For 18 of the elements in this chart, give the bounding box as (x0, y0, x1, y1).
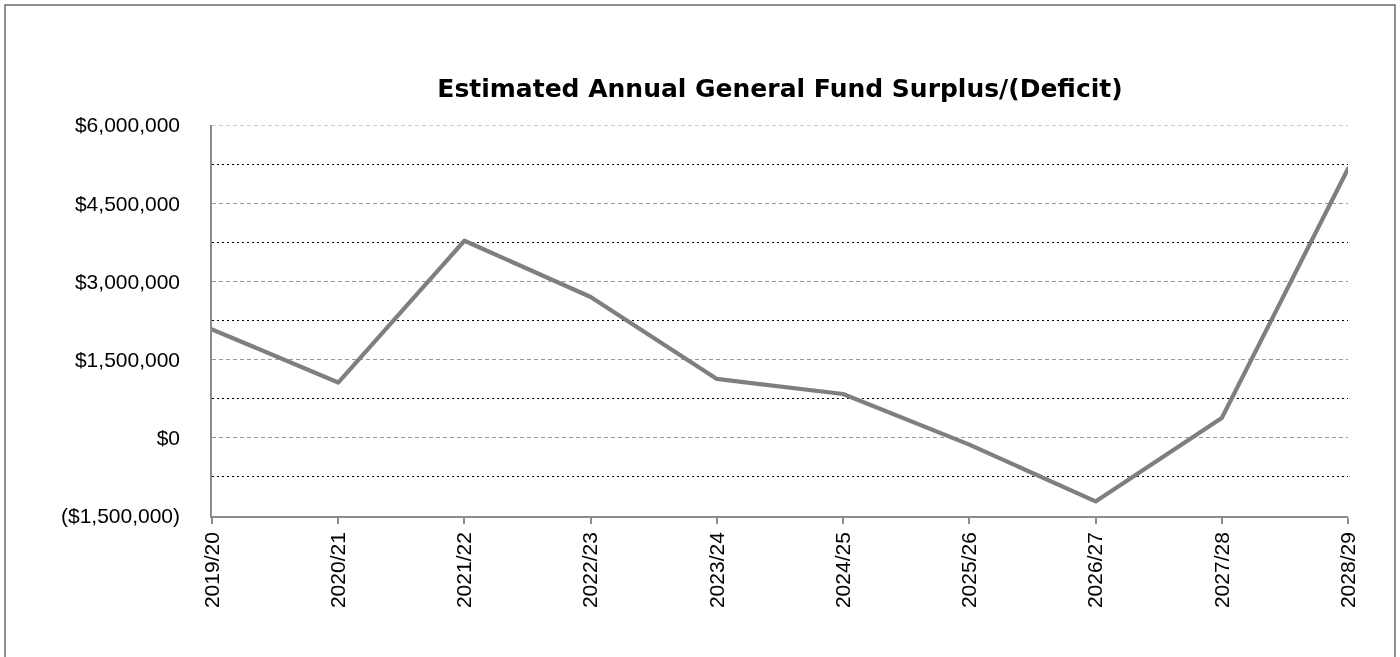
y-tick-label: $4,500,000 (74, 191, 181, 215)
x-tick-label: 2019/20 (199, 532, 223, 609)
x-tick-label: 2021/22 (452, 532, 476, 609)
y-tick-label: $0 (156, 426, 181, 450)
x-tick-label: 2022/23 (578, 532, 602, 609)
x-tick-label: 2023/24 (704, 531, 728, 609)
x-tick-label: 2020/21 (326, 532, 350, 609)
line-series (212, 166, 1348, 504)
y-tick-label: $1,500,000 (74, 347, 181, 371)
y-tick-label: $6,000,000 (74, 113, 181, 137)
x-tick-label: 2024/25 (830, 532, 854, 609)
x-tick-label: 2028/29 (1335, 532, 1359, 609)
x-tick-label: 2025/26 (957, 532, 981, 609)
x-tick-label: 2027/28 (1209, 532, 1233, 609)
y-tick-label: $3,000,000 (74, 269, 181, 293)
chart-title: Estimated Annual General Fund Surplus/(Deficit) (437, 73, 1123, 103)
y-tick-label: ($1,500,000) (60, 504, 181, 528)
x-tick-label: 2026/27 (1083, 532, 1107, 609)
